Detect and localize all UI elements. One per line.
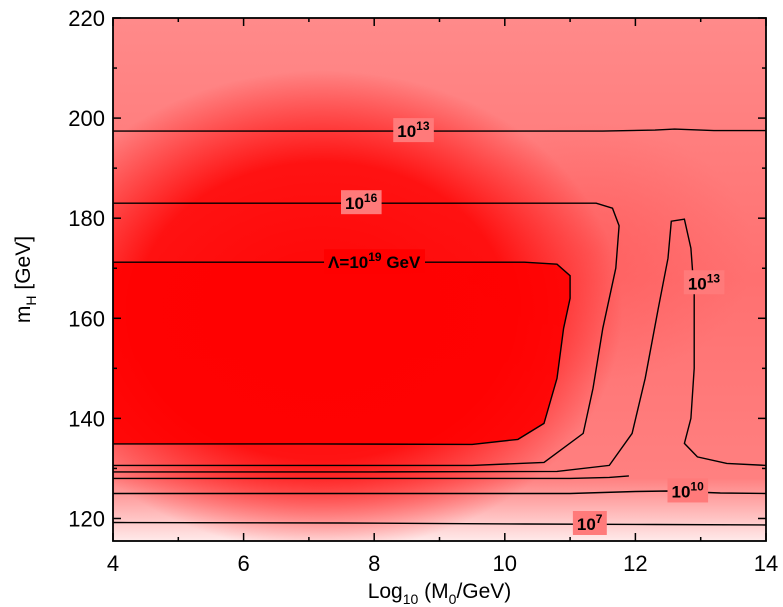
x-tick-label: 14: [754, 551, 778, 576]
contour-label-bg: [324, 249, 425, 274]
contour-label-text: Λ=1019 GeV: [328, 250, 421, 272]
contour-label-bg: [572, 510, 607, 535]
contour-line: [113, 218, 766, 473]
contour-line: [113, 202, 620, 467]
contour-labels: Λ=1019 GeV 1016 1013 1013 1010 107: [324, 118, 725, 535]
y-tick-label: 220: [68, 6, 105, 31]
contour-line: [113, 128, 766, 132]
contour-label-text: 1013: [397, 119, 430, 141]
contour-line: [113, 521, 766, 526]
y-axis: 120 140 160 180 200 220: [68, 6, 766, 531]
y-tick-label: 140: [68, 406, 105, 431]
y-tick-label: 180: [68, 206, 105, 231]
x-tick-label: 10: [493, 551, 517, 576]
contour-label-bg: [340, 190, 382, 215]
contour-label-text: 1010: [671, 479, 704, 501]
contour-label: 1016: [340, 190, 382, 215]
contour-label-bg: [683, 270, 725, 295]
plot-area: [113, 18, 766, 541]
x-axis: 4 6 8 10 12 14: [107, 18, 778, 576]
contour-line: [113, 475, 629, 480]
contour-label: 1010: [667, 478, 709, 503]
contour-label-bg: [667, 478, 709, 503]
x-tick-label: 4: [107, 551, 119, 576]
contour-line: [113, 490, 766, 495]
x-tick-label: 6: [237, 551, 249, 576]
contour-label-text: 107: [577, 512, 603, 534]
x-axis-title: Log10 (M0/GeV): [368, 580, 512, 607]
contour-label: 107: [572, 510, 607, 535]
contour-label-text: 1013: [688, 271, 721, 293]
contour-label-text: 1016: [345, 191, 378, 213]
contour-label: Λ=1019 GeV: [324, 249, 425, 274]
heatmap-core-glow: [113, 18, 766, 541]
contour-label: 1013: [683, 270, 725, 295]
y-tick-label: 160: [68, 306, 105, 331]
y-axis-title: mH [GeV]: [12, 236, 39, 323]
y-tick-label: 120: [68, 506, 105, 531]
x-tick-label: 8: [368, 551, 380, 576]
contour-lines: [113, 128, 766, 526]
contour-line: [113, 261, 571, 446]
x-tick-label: 12: [623, 551, 647, 576]
y-tick-label: 200: [68, 106, 105, 131]
contour-label-bg: [393, 118, 434, 143]
contour-label: 1013: [393, 118, 434, 143]
